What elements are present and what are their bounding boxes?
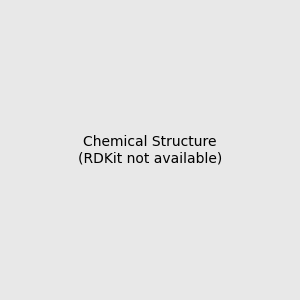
- Text: Chemical Structure
(RDKit not available): Chemical Structure (RDKit not available): [78, 135, 222, 165]
